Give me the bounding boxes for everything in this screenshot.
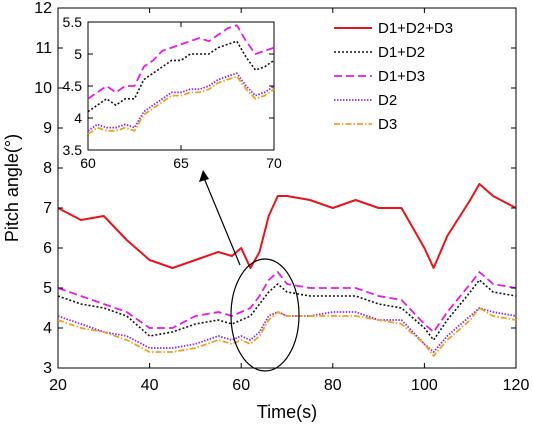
- inset-y-tick-label: 4.5: [63, 78, 83, 94]
- zoom-region-ellipse: [230, 258, 300, 372]
- main-y-tick-label: 8: [43, 160, 52, 177]
- legend-label-d1-d2: D1+D2: [378, 44, 425, 61]
- y-axis-title: Pitch angle(°): [2, 134, 22, 242]
- main-x-axis: 20 40 60 80 100 120: [49, 8, 529, 394]
- inset-x-tick-label: 65: [173, 155, 189, 171]
- main-x-tick-label: 20: [49, 377, 67, 394]
- main-series-d3: [57, 307, 517, 357]
- main-y-tick-label: 10: [34, 80, 52, 97]
- legend: D1+D2+D3 D1+D2 D1+D3 D2 D3: [334, 20, 453, 133]
- inset-y-tick-label: 5.5: [63, 14, 83, 30]
- inset-y-tick-label: 3.5: [63, 142, 83, 158]
- legend-label-d1-d2-d3: D1+D2+D3: [378, 20, 453, 37]
- main-x-tick-label: 60: [232, 377, 250, 394]
- main-y-tick-label: 5: [43, 280, 52, 297]
- inset-series-d3: [87, 75, 275, 135]
- legend-label-d2: D2: [378, 92, 397, 109]
- main-y-tick-label: 4: [43, 320, 52, 337]
- main-y-tick-label: 11: [35, 40, 52, 57]
- main-series-group: [57, 183, 517, 357]
- inset-series-group: [87, 24, 275, 135]
- main-y-tick-label: 6: [43, 240, 52, 257]
- main-series-d2: [57, 307, 517, 353]
- main-y-tick-label: 7: [43, 200, 52, 217]
- inset-y-tick-label: 5: [74, 46, 82, 62]
- inset-series-d1-d2: [87, 40, 275, 113]
- legend-label-d1-d3: D1+D3: [378, 68, 425, 85]
- x-axis-title: Time(s): [257, 402, 317, 422]
- zoom-arrow-head: [199, 170, 209, 182]
- main-x-tick-label: 80: [324, 377, 342, 394]
- inset-plot-frame: [87, 21, 275, 151]
- main-x-tick-label: 120: [503, 377, 530, 394]
- inset-y-tick-label: 4: [74, 110, 82, 126]
- main-plot-frame: [57, 7, 517, 369]
- main-x-tick-label: 100: [411, 377, 438, 394]
- inset-series-d1-d3: [87, 24, 275, 100]
- inset-series-d2: [87, 72, 275, 132]
- inset-y-axis: 3.5 4 4.5 5 5.5: [63, 14, 274, 158]
- inset-x-tick-label: 70: [266, 155, 282, 171]
- main-y-tick-label: 12: [34, 0, 52, 17]
- main-y-tick-label: 3: [43, 360, 52, 377]
- inset-x-axis: 60 65 70: [80, 22, 282, 171]
- main-series-d1-d3: [57, 271, 517, 333]
- main-y-axis: 3 4 5 6 7 8 9 10 11 12: [34, 0, 516, 377]
- legend-label-d3: D3: [378, 116, 397, 133]
- main-series-d1-d2: [57, 279, 517, 341]
- main-y-tick-label: 9: [43, 120, 52, 137]
- main-x-tick-label: 40: [141, 377, 159, 394]
- zoom-arrow-line: [203, 177, 241, 266]
- main-series-d1-d2-d3: [57, 183, 517, 269]
- inset-x-tick-label: 60: [80, 155, 96, 171]
